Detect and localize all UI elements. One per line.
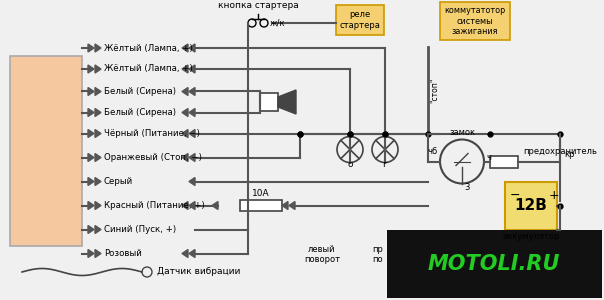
FancyBboxPatch shape bbox=[387, 230, 602, 298]
Polygon shape bbox=[95, 154, 101, 161]
Polygon shape bbox=[182, 154, 188, 161]
Polygon shape bbox=[182, 202, 188, 209]
Polygon shape bbox=[212, 202, 218, 209]
Polygon shape bbox=[95, 250, 101, 257]
Polygon shape bbox=[189, 130, 195, 137]
Text: +: + bbox=[549, 189, 560, 202]
Polygon shape bbox=[95, 178, 101, 185]
Text: коммутатотор
системы
зажигания: коммутатотор системы зажигания bbox=[445, 6, 506, 36]
Text: Жёлтый (Лампа, +): Жёлтый (Лампа, +) bbox=[104, 44, 193, 52]
Text: аккумулятор: аккумулятор bbox=[503, 232, 560, 241]
Text: предохранитель: предохранитель bbox=[523, 146, 597, 155]
Polygon shape bbox=[182, 44, 188, 52]
Polygon shape bbox=[282, 202, 288, 209]
Text: Белый (Сирена): Белый (Сирена) bbox=[104, 87, 176, 96]
Text: 3: 3 bbox=[464, 182, 469, 191]
FancyBboxPatch shape bbox=[505, 182, 557, 230]
Polygon shape bbox=[189, 202, 195, 209]
Text: о: о bbox=[347, 160, 353, 169]
Polygon shape bbox=[88, 44, 94, 52]
FancyBboxPatch shape bbox=[260, 93, 278, 111]
Polygon shape bbox=[88, 250, 94, 257]
Text: "стоп": "стоп" bbox=[430, 78, 439, 103]
FancyBboxPatch shape bbox=[440, 2, 510, 40]
Polygon shape bbox=[95, 88, 101, 95]
Text: чб: чб bbox=[428, 146, 438, 155]
Text: 12В: 12В bbox=[515, 199, 547, 214]
Text: Оранжевый (Стоп, −): Оранжевый (Стоп, −) bbox=[104, 153, 202, 162]
Polygon shape bbox=[95, 226, 101, 233]
Polygon shape bbox=[182, 88, 188, 95]
Text: левый
поворот: левый поворот bbox=[304, 244, 340, 264]
Text: MOTOLI.RU: MOTOLI.RU bbox=[428, 254, 561, 274]
Text: ж/к: ж/к bbox=[270, 19, 286, 28]
Text: Синий (Пуск, +): Синий (Пуск, +) bbox=[104, 225, 176, 234]
Polygon shape bbox=[189, 154, 195, 161]
Text: Датчик вибрации: Датчик вибрации bbox=[157, 268, 240, 277]
Polygon shape bbox=[88, 178, 94, 185]
FancyBboxPatch shape bbox=[240, 200, 282, 211]
Text: 10А: 10А bbox=[252, 190, 270, 199]
Polygon shape bbox=[88, 65, 94, 73]
Polygon shape bbox=[88, 154, 94, 161]
Polygon shape bbox=[189, 178, 195, 185]
Polygon shape bbox=[189, 250, 195, 257]
Polygon shape bbox=[88, 202, 94, 209]
FancyBboxPatch shape bbox=[490, 155, 518, 167]
FancyBboxPatch shape bbox=[10, 56, 82, 245]
Polygon shape bbox=[189, 65, 195, 73]
Polygon shape bbox=[95, 109, 101, 116]
Polygon shape bbox=[88, 109, 94, 116]
Polygon shape bbox=[189, 44, 195, 52]
Text: реле
стартера: реле стартера bbox=[339, 10, 381, 30]
Polygon shape bbox=[95, 65, 101, 73]
Text: г: г bbox=[382, 160, 387, 169]
Text: ч: ч bbox=[486, 152, 491, 161]
Text: Чёрный (Питание, −): Чёрный (Питание, −) bbox=[104, 129, 200, 138]
Text: Белый (Сирена): Белый (Сирена) bbox=[104, 108, 176, 117]
Polygon shape bbox=[95, 130, 101, 137]
Polygon shape bbox=[88, 226, 94, 233]
Polygon shape bbox=[289, 202, 295, 209]
Polygon shape bbox=[88, 88, 94, 95]
Text: −: − bbox=[510, 189, 521, 202]
Polygon shape bbox=[182, 250, 188, 257]
Text: Розовый: Розовый bbox=[104, 249, 142, 258]
Text: замок: замок bbox=[449, 128, 475, 136]
Text: Красный (Питание, +): Красный (Питание, +) bbox=[104, 201, 205, 210]
Polygon shape bbox=[182, 109, 188, 116]
Polygon shape bbox=[95, 44, 101, 52]
Polygon shape bbox=[189, 109, 195, 116]
Polygon shape bbox=[278, 90, 296, 114]
FancyBboxPatch shape bbox=[336, 5, 384, 35]
Polygon shape bbox=[95, 202, 101, 209]
Text: пр
по: пр по bbox=[373, 244, 384, 264]
Text: кнопка стартера: кнопка стартера bbox=[217, 1, 298, 10]
Text: Жёлтый (Лампа, +): Жёлтый (Лампа, +) bbox=[104, 64, 193, 74]
Polygon shape bbox=[88, 130, 94, 137]
Polygon shape bbox=[182, 130, 188, 137]
Polygon shape bbox=[182, 65, 188, 73]
Text: кр: кр bbox=[564, 149, 574, 158]
Text: Серый: Серый bbox=[104, 177, 133, 186]
Polygon shape bbox=[189, 88, 195, 95]
